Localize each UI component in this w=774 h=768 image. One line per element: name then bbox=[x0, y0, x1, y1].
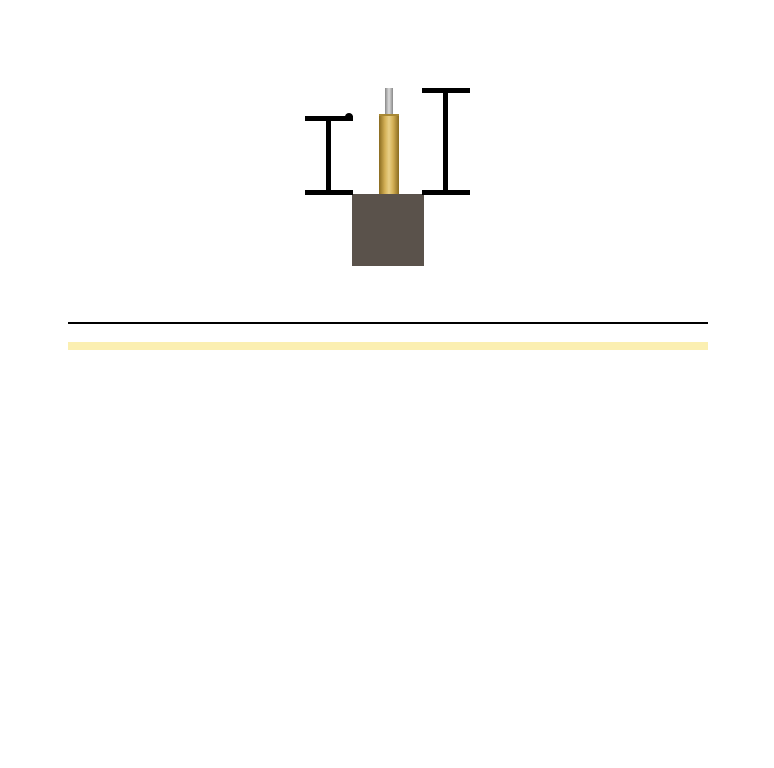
page-title bbox=[0, 0, 774, 48]
dim-a-bracket-vertical bbox=[326, 116, 331, 195]
dim-b-bracket-bottom bbox=[422, 190, 470, 195]
table-row bbox=[68, 358, 708, 366]
spec-table bbox=[68, 316, 708, 382]
table-header-row-2 bbox=[68, 316, 708, 324]
table-row bbox=[68, 334, 708, 342]
shaft-tip bbox=[385, 88, 393, 114]
table-row bbox=[68, 366, 708, 374]
table-row bbox=[68, 374, 708, 382]
dim-a-bracket-bottom bbox=[305, 190, 353, 195]
shaft-diagram bbox=[237, 66, 537, 286]
dim-b-bracket-vertical bbox=[443, 88, 448, 195]
movement-body bbox=[352, 194, 424, 266]
table-row bbox=[68, 350, 708, 358]
dim-a-bracket-dot bbox=[345, 113, 353, 121]
table-row bbox=[68, 342, 708, 350]
shaft-brass bbox=[379, 114, 399, 194]
